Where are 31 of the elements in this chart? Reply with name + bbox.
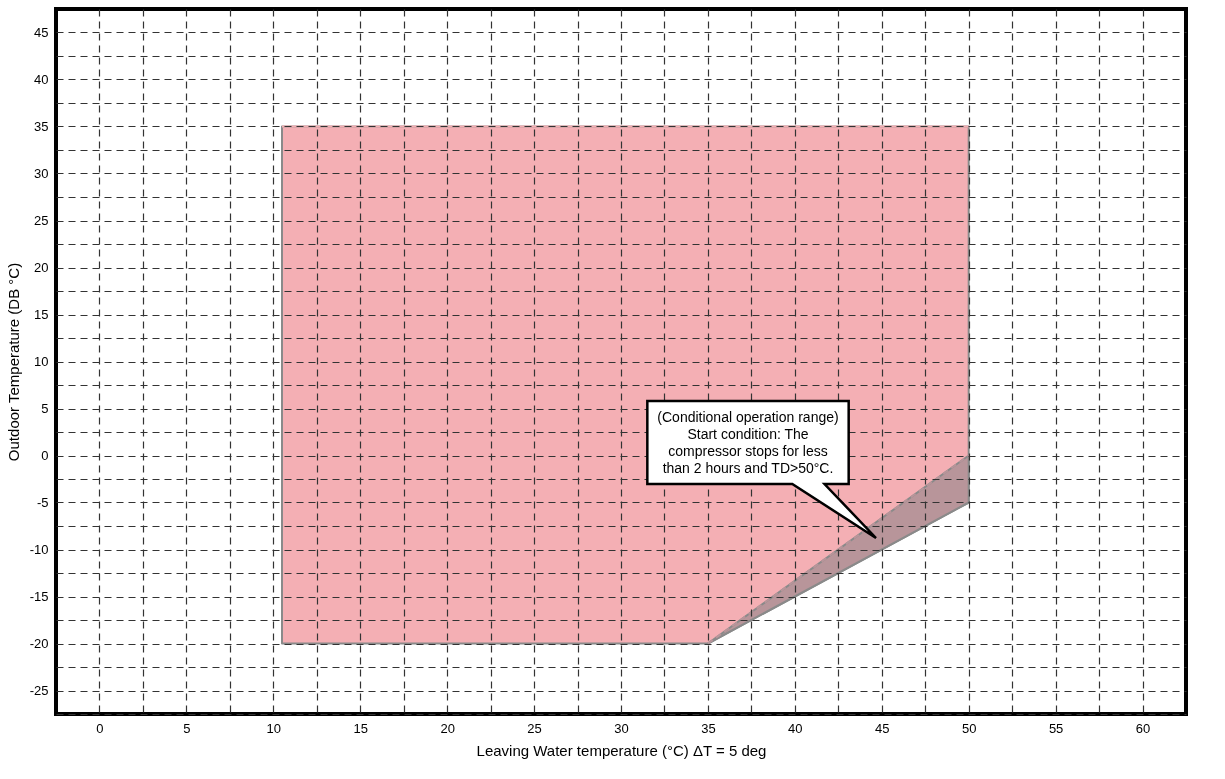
y-tick-label: 45	[34, 25, 49, 40]
y-tick-label: 35	[34, 119, 49, 134]
x-tick-label: 60	[1135, 720, 1151, 736]
y-tick-label: -15	[29, 589, 49, 604]
x-tick-label: 25	[527, 720, 542, 736]
y-axis-title: Outdoor Temperature (DB °C)	[4, 262, 22, 462]
x-tick-label: 40	[788, 720, 803, 736]
y-tick-label: 40	[34, 72, 49, 87]
x-tick-label: 55	[1048, 720, 1064, 736]
x-tick-label: 5	[183, 720, 191, 736]
y-tick-label: 5	[41, 401, 49, 416]
x-tick-label: 0	[96, 720, 104, 736]
y-tick-label: 10	[34, 354, 49, 369]
x-axis-title: Leaving Water temperature (°C) ΔT = 5 deg	[476, 741, 767, 759]
annotation: (Conditional operation range) Start condition: The compressor stops for less than 2 hours and TD>50°C.	[657, 409, 839, 476]
y-tick-label: 20	[34, 260, 49, 275]
x-tick-label: 20	[440, 720, 455, 736]
y-tick-label: 30	[34, 166, 49, 181]
y-tick-label: -10	[29, 542, 49, 557]
x-tick-label: 30	[614, 720, 629, 736]
y-tick-label: -25	[29, 683, 49, 698]
x-tick-label: 10	[266, 720, 282, 736]
x-tick-label: 50	[961, 720, 977, 736]
y-tick-label: 25	[34, 213, 49, 228]
y-tick-label: 15	[34, 307, 49, 322]
x-tick-label: 35	[701, 720, 716, 736]
y-tick-label: 0	[41, 448, 49, 463]
x-tick-label: 15	[353, 720, 368, 736]
y-tick-label: -20	[29, 636, 49, 651]
y-tick-label: -5	[36, 495, 49, 510]
x-tick-label: 45	[875, 720, 890, 736]
